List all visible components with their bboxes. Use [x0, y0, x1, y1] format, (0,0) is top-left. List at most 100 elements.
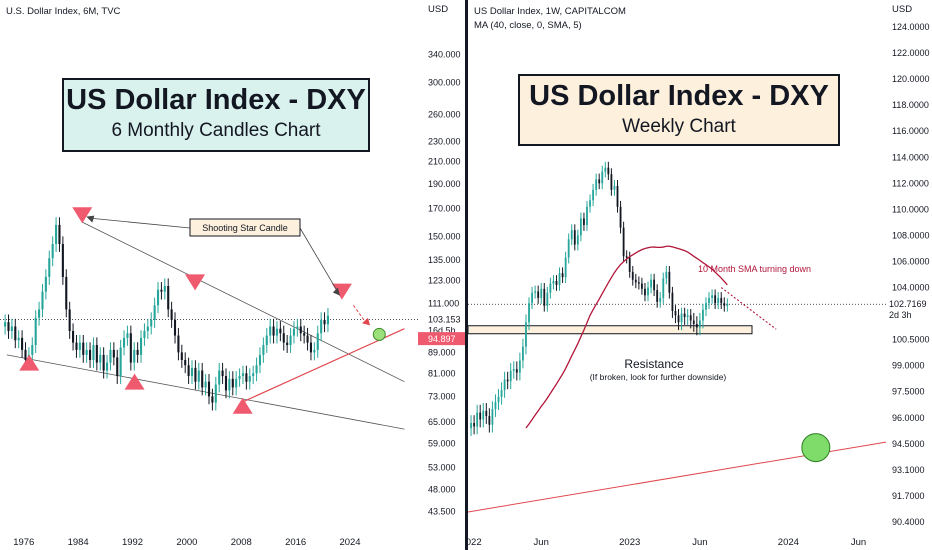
right-chart-canvas[interactable]: 124.0000 122.0000 120.0000 118.0000 116.0000…	[468, 0, 932, 550]
candle-body	[320, 319, 323, 334]
candle-body	[522, 346, 524, 361]
candle-body	[625, 256, 628, 258]
annotation-box	[189, 218, 301, 237]
candle-body	[613, 185, 616, 190]
y-tick-label: 96.0000	[892, 413, 925, 423]
y-tick-label: 122.0000	[892, 48, 930, 58]
left-chart-subtitle: 6 Monthly Candles Chart	[111, 120, 321, 141]
candle-body	[683, 313, 686, 318]
marker-triangle-down	[331, 283, 352, 300]
y-tick-label: 94.5000	[892, 439, 925, 449]
candle-body	[292, 328, 296, 336]
right-chart-header: US Dollar Index, 1W, CAPITALCOM	[474, 6, 626, 17]
candle-body	[214, 384, 217, 403]
candle-body	[711, 295, 714, 298]
sma-projection	[720, 287, 777, 330]
candle-body	[479, 412, 482, 420]
y-tick-label: 114.0000	[892, 152, 929, 162]
candle-body	[558, 273, 561, 285]
candle-body	[112, 349, 115, 358]
x-tick-label: Jun	[692, 537, 707, 548]
candle-body	[252, 373, 255, 377]
candle-body	[258, 354, 262, 366]
candle-body	[598, 179, 601, 184]
candle-body	[24, 349, 27, 360]
marker-triangle-up	[124, 373, 145, 390]
candle-body	[309, 342, 313, 353]
candle-body	[476, 412, 479, 427]
candle-body	[89, 349, 92, 360]
left-chart-title: US Dollar Index - DXY	[66, 84, 366, 116]
y-tick-label: 124.0000	[892, 22, 930, 32]
projection-arrow	[353, 305, 368, 325]
candle-body	[717, 297, 720, 304]
candle-body	[561, 273, 564, 278]
candle-body	[650, 279, 652, 288]
candle-body	[500, 390, 503, 397]
candle-body	[570, 230, 573, 240]
candle-body	[665, 271, 668, 279]
y-tick-label: 48.000	[428, 485, 456, 495]
candle-body	[540, 288, 543, 298]
marker-triangle-up	[232, 397, 253, 414]
x-tick-label: 2016	[285, 537, 306, 548]
candle-body	[586, 206, 588, 225]
candle-body	[543, 288, 546, 306]
left-currency-label: USD	[428, 4, 449, 15]
candle-body	[567, 239, 570, 258]
left-title-box: US Dollar Index - DXY 6 Monthly Candles …	[62, 78, 370, 152]
candle-body	[491, 409, 494, 425]
y-tick-label: 340.000	[428, 50, 461, 60]
candle-body	[509, 370, 512, 382]
candle-body	[515, 369, 518, 373]
candle-body	[51, 243, 54, 259]
candle-body	[555, 281, 558, 285]
candle-body	[531, 292, 533, 304]
annotation-text: Shooting Star Candle	[202, 223, 288, 233]
arrow-line-left	[88, 217, 191, 229]
candle-body	[139, 337, 143, 355]
candle-body	[589, 200, 591, 207]
left-chart-canvas[interactable]: 340.000 300.000 260.000 230.000 210.000 190.0…	[0, 0, 465, 550]
candle-body	[255, 365, 258, 374]
candle-body	[668, 271, 671, 293]
candle-body	[671, 292, 674, 311]
candle-body	[235, 378, 238, 388]
candle-body	[686, 315, 689, 318]
candle-body	[692, 320, 695, 324]
y-tick-label: 123.000	[428, 276, 461, 286]
candle-body	[313, 349, 316, 353]
candle-body	[631, 271, 634, 280]
candle-body	[211, 396, 214, 403]
left-chart-panel[interactable]: U.S. Dollar Index, 6M, TVC USD 340.000 30…	[0, 0, 465, 550]
candle-body	[184, 359, 187, 366]
candle-body	[470, 423, 472, 429]
marker-triangle-down	[72, 207, 93, 224]
candle-body	[604, 167, 607, 172]
candle-body	[204, 381, 207, 388]
candle-body	[58, 224, 61, 244]
candle-body	[170, 309, 173, 320]
y-tick-label: 190.000	[428, 179, 461, 189]
candle-body	[601, 171, 604, 184]
x-tick-label: 2024	[339, 537, 360, 548]
candle-body	[150, 319, 153, 327]
y-tick-label: 150.000	[428, 231, 461, 241]
resistance-label: Resistance	[624, 357, 684, 371]
candle-body	[201, 370, 204, 388]
y-tick-label: 81.000	[428, 368, 456, 378]
candle-body	[705, 303, 707, 310]
projection-arrow-head	[362, 317, 371, 326]
y-tick-label: 111.000	[428, 298, 459, 308]
right-chart-panel[interactable]: US Dollar Index, 1W, CAPITALCOM MA (40, …	[468, 0, 932, 550]
candle-body	[512, 369, 515, 371]
candle-body	[497, 396, 500, 403]
marker-triangle-down	[185, 274, 206, 291]
candle-body	[552, 281, 555, 284]
y-tick-label: 120.0000	[892, 74, 930, 84]
candle-body	[231, 378, 234, 388]
candle-body	[518, 360, 521, 373]
candle-body	[65, 276, 68, 310]
candle-body	[173, 319, 177, 336]
candle-body	[78, 342, 81, 350]
